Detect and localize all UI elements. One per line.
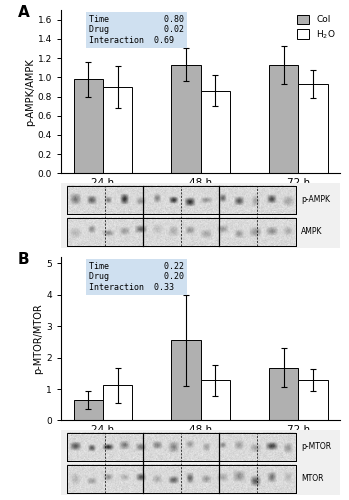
Text: Time           0.80
Drug           0.02
Interaction  0.69: Time 0.80 Drug 0.02 Interaction 0.69 [89, 15, 184, 44]
Bar [103, 386, 132, 420]
Bar [67, 186, 296, 214]
Bar [74, 400, 103, 420]
Bar [67, 433, 296, 461]
Bar [201, 90, 230, 174]
Bar [298, 84, 328, 174]
Text: A: A [18, 5, 30, 20]
Bar [171, 65, 201, 174]
Text: B: B [18, 252, 29, 267]
Bar [67, 218, 296, 246]
Bar [201, 380, 230, 420]
Bar [269, 65, 298, 174]
Bar [67, 433, 296, 461]
Text: MTOR: MTOR [301, 474, 324, 484]
Bar [67, 465, 296, 493]
Bar [171, 340, 201, 420]
Bar [298, 380, 328, 420]
Bar [67, 218, 296, 246]
Bar [67, 186, 296, 214]
Bar [74, 79, 103, 174]
Text: AMPK: AMPK [301, 228, 323, 236]
Y-axis label: p-AMPK/AMPK: p-AMPK/AMPK [25, 58, 35, 126]
Bar [103, 87, 132, 174]
Legend: Col, H$_2$O: Col, H$_2$O [294, 11, 339, 44]
Bar [67, 465, 296, 493]
Y-axis label: p-MTOR/MTOR: p-MTOR/MTOR [34, 304, 44, 374]
Text: p-MTOR: p-MTOR [301, 442, 331, 452]
Bar [269, 368, 298, 420]
Text: p-AMPK: p-AMPK [301, 196, 330, 204]
Text: Time           0.22
Drug           0.20
Interaction  0.33: Time 0.22 Drug 0.20 Interaction 0.33 [89, 262, 184, 292]
